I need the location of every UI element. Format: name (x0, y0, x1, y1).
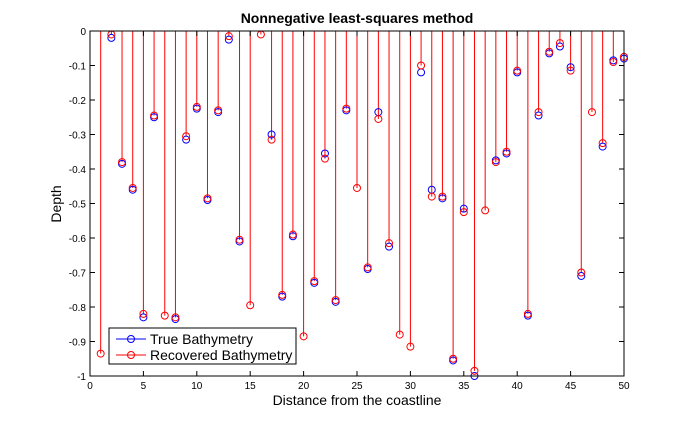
recovered-bathymetry-point (587, 108, 596, 117)
true-bathymetry-point (417, 68, 426, 77)
x-tick-label: 10 (191, 381, 203, 392)
recovered-bathymetry-point (214, 106, 223, 115)
chart-title: Nonnegative least-squares method (241, 10, 474, 26)
legend-label-recovered: Recovered Bathymetry (150, 347, 292, 363)
true-bathymetry-point (555, 42, 564, 51)
recovered-bathymetry-point (534, 108, 543, 117)
true-bathymetry-point (182, 135, 191, 144)
x-tick-label: 35 (458, 381, 470, 392)
y-tick-label: -0.8 (69, 303, 87, 314)
true-bathymetry-point (267, 130, 276, 139)
y-tick-label: -0.5 (69, 200, 87, 211)
true-bathymetry-point (577, 271, 586, 280)
legend-entry-true: True Bathymetry (116, 331, 253, 347)
legend-box (108, 327, 297, 365)
true-bathymetry-point (598, 142, 607, 151)
recovered-bathymetry-point (171, 313, 180, 322)
recovered-bathymetry-point (438, 192, 447, 201)
y-axis-label: Depth (48, 185, 64, 222)
recovered-bathymetry-point (310, 277, 319, 286)
recovered-bathymetry-point (353, 183, 361, 192)
recovered-bathymetry-point (406, 342, 415, 351)
recovered-bathymetry-point (459, 208, 468, 217)
recovered-bathymetry-point (523, 309, 532, 318)
recovered-bathymetry-point (449, 354, 458, 363)
recovered-bathymetry-point (118, 158, 127, 167)
y-tick-label: -0.9 (69, 338, 87, 349)
y-tick-label: 0 (80, 27, 86, 38)
x-tick-label: 30 (405, 381, 417, 392)
x-tick-label: 20 (298, 381, 310, 392)
recovered-bathymetry-point (609, 58, 618, 67)
legend-label-true: True Bathymetry (150, 331, 253, 347)
recovered-bathymetry-point (545, 47, 554, 56)
recovered-bathymetry-point (374, 114, 383, 123)
recovered-bathymetry-point (246, 301, 255, 310)
recovered-bathymetry-point (577, 268, 586, 277)
recovered-bathymetry-point (278, 290, 287, 299)
y-tick-label: -0.7 (69, 269, 87, 280)
recovered-bathymetry-point (182, 132, 191, 141)
recovered-bathymetry-point (427, 192, 436, 201)
recovered-bathymetry-point (160, 311, 169, 320)
y-tick-label: -0.2 (69, 96, 87, 107)
recovered-bathymetry-point (203, 194, 212, 203)
y-tick-label: -0.6 (69, 234, 87, 245)
legend-entry-recovered: Recovered Bathymetry (116, 347, 292, 363)
x-tick-label: 5 (141, 381, 147, 392)
x-tick-label: 25 (351, 381, 363, 392)
axes: 0 5 10 15 20 25 30 35 40 45 50 0 -0.1 -0.2 -0.3 -0.4 -0.… (69, 27, 630, 392)
recovered-bathymetry-point (363, 263, 372, 272)
recovered-bathymetry-point (342, 104, 351, 113)
recovered-bathymetry-point (502, 147, 511, 156)
x-tick-label: 50 (618, 381, 630, 392)
y-tick-label: -0.3 (69, 131, 87, 142)
recovered-bathymetry-point (288, 230, 297, 239)
recovered-bathymetry-point (320, 154, 329, 163)
recovered-bathymetry-point (513, 66, 522, 75)
recovered-bathymetry-point (417, 61, 426, 70)
recovered-bathymetry-point (128, 183, 137, 192)
x-tick-label: 0 (87, 381, 93, 392)
recovered-bathymetry-point (481, 206, 490, 215)
plot-area (96, 30, 628, 380)
true-bathymetry-point (534, 111, 543, 120)
recovered-bathymetry-point (150, 111, 159, 120)
true-bathymetry-point (320, 149, 329, 158)
recovered-bathymetry-point (555, 39, 564, 48)
recovered-bathymetry-point (385, 239, 394, 248)
legend: True Bathymetry Recovered Bathymetry (108, 327, 297, 365)
recovered-bathymetry-point (470, 366, 479, 375)
recovered-bathymetry-point (331, 296, 340, 305)
true-bathymetry-point (139, 313, 148, 322)
recovered-bathymetry-point (235, 235, 244, 244)
recovered-bathymetry-point (139, 309, 148, 318)
x-tick-label: 40 (512, 381, 524, 392)
x-axis-label: Distance from the coastline (273, 392, 442, 408)
legend-marker-true (127, 335, 135, 343)
true-bathymetry-point (459, 204, 468, 213)
true-bathymetry-point (224, 35, 233, 44)
recovered-bathymetry-point (491, 158, 500, 167)
y-tick-label: -0.1 (69, 62, 87, 73)
recovered-bathymetry-point (96, 349, 105, 358)
true-bathymetry-point (107, 33, 116, 42)
recovered-bathymetry-point (598, 139, 607, 148)
true-bathymetry-point (385, 242, 394, 251)
true-bathymetry-point (566, 63, 575, 72)
x-tick-label: 45 (565, 381, 577, 392)
recovered-bathymetry-point (299, 332, 308, 341)
y-tick-label: -0.4 (69, 165, 87, 176)
legend-marker-recovered (127, 351, 135, 359)
recovered-bathymetry-point (566, 66, 575, 75)
recovered-bathymetry-point (267, 135, 276, 144)
y-tick-label: -1 (77, 372, 86, 383)
x-tick-label: 15 (245, 381, 257, 392)
recovered-bathymetry-point (192, 102, 201, 111)
recovered-bathymetry-point (395, 330, 404, 339)
recovered-bathymetry-point (224, 32, 233, 41)
